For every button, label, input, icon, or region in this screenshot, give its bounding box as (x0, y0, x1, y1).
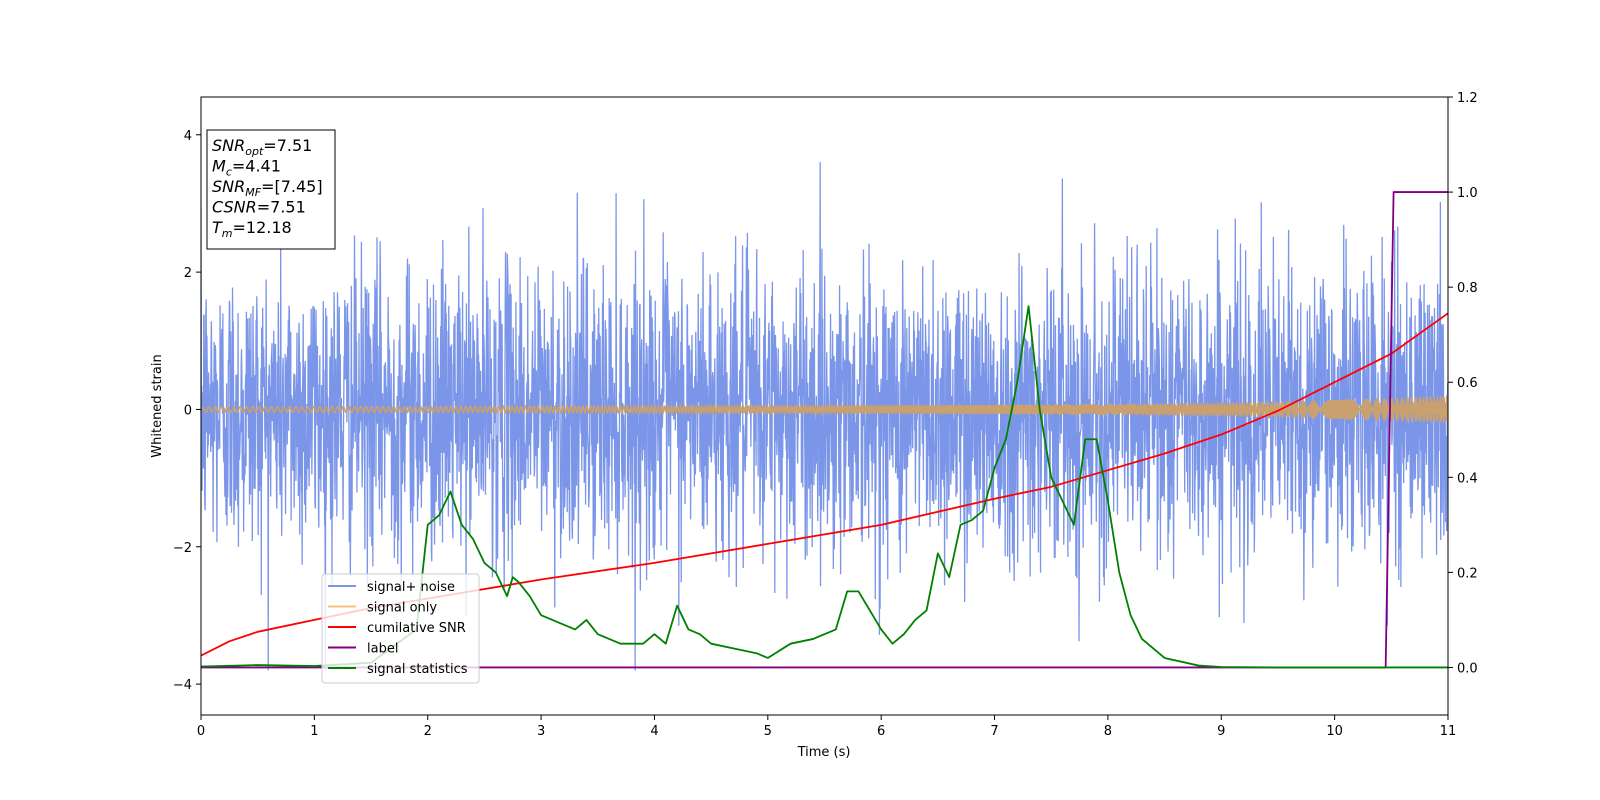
y-right-tick-label: 0.2 (1457, 566, 1478, 581)
y-axis-left-ticks: −4 −2 0 2 4 (173, 129, 201, 693)
y-axis-right-ticks: 0.0 0.2 0.4 0.6 0.8 1.0 1.2 (1448, 91, 1478, 676)
legend-label: cumilative SNR (367, 621, 466, 636)
series-line-cumilative-snr (201, 312, 1448, 657)
y-right-tick-label: 0.0 (1457, 661, 1478, 676)
y-right-tick-label: 1.0 (1457, 186, 1478, 201)
x-tick-label: 3 (537, 724, 545, 739)
series-line-signal-statistics (201, 305, 1448, 669)
x-tick-label: 9 (1217, 724, 1225, 739)
x-tick-label: 4 (650, 724, 658, 739)
x-axis-label: Time (s) (797, 745, 851, 760)
info-box: SNRopt=7.51Mc=4.41SNRMF=[7.45]CSNR=7.51T… (206, 129, 336, 250)
x-tick-label: 0 (197, 724, 205, 739)
legend-label: label (367, 642, 398, 657)
x-tick-label: 6 (877, 724, 885, 739)
y-right-tick-label: 1.2 (1457, 91, 1478, 106)
x-tick-label: 1 (310, 724, 318, 739)
right-axis-series (201, 191, 1448, 669)
y-left-tick-label: −4 (173, 678, 192, 693)
x-tick-label: 10 (1326, 724, 1343, 739)
y-right-tick-label: 0.4 (1457, 471, 1478, 486)
x-axis-ticks: 0 1 2 3 4 5 6 7 8 9 10 11 (197, 715, 1456, 739)
y-axis-label: Whitened strain (150, 354, 165, 457)
y-left-tick-label: 4 (184, 129, 192, 144)
y-left-tick-label: 0 (184, 403, 192, 418)
y-left-tick-label: 2 (184, 266, 192, 281)
series-signal-noise (201, 162, 1448, 671)
series-line-signal-only (201, 395, 1448, 424)
legend-label: signal only (367, 601, 437, 616)
series-signal-only (201, 395, 1448, 424)
y-left-tick-label: −2 (173, 541, 192, 556)
x-tick-label: 5 (764, 724, 772, 739)
legend-label: signal+ noise (367, 580, 455, 595)
x-tick-label: 11 (1440, 724, 1457, 739)
legend-frame (321, 573, 480, 684)
info-line: Mc=4.41 (212, 157, 281, 179)
x-tick-label: 2 (424, 724, 432, 739)
series-line-label (201, 191, 1448, 669)
info-line: SNRMF=[7.45] (212, 177, 323, 199)
info-line: Tm=12.18 (212, 218, 292, 240)
y-right-tick-label: 0.8 (1457, 281, 1478, 296)
x-tick-label: 7 (990, 724, 998, 739)
legend: signal+ noise signal only cumilative SNR la… (321, 573, 480, 684)
info-line: SNRopt=7.51 (212, 136, 312, 158)
legend-label: signal statistics (367, 662, 468, 677)
info-line: CSNR=7.51 (212, 198, 306, 217)
y-right-tick-label: 0.6 (1457, 376, 1478, 391)
axes-frame (200, 96, 1449, 716)
series-line-signal-noise (201, 162, 1448, 671)
x-tick-label: 8 (1104, 724, 1112, 739)
info-box-frame (206, 129, 336, 250)
